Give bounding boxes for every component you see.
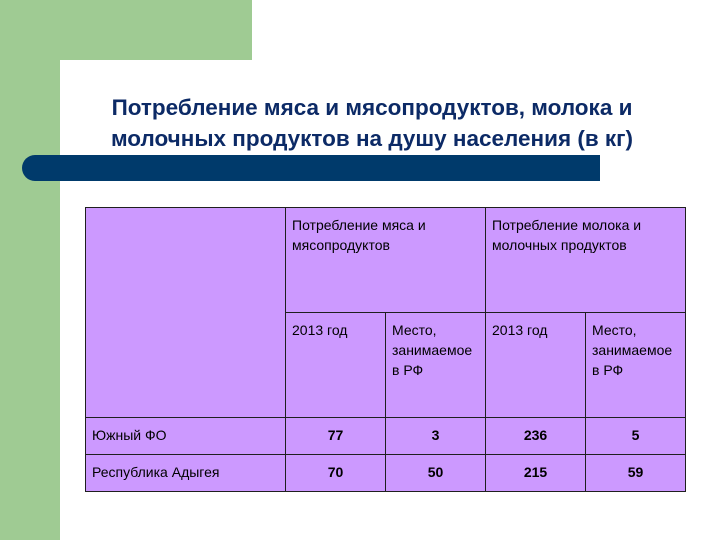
meat-value-cell: 77 [285,417,386,455]
subheader-milk-year: 2013 год [485,312,586,418]
subheader-meat-year: 2013 год [285,312,386,418]
table-corner-cell [85,207,286,418]
title-underline-bar [22,155,600,181]
slide-title: Потребление мяса и мясопродуктов, молока… [62,92,682,154]
rounded-content-corner [60,60,140,140]
header-milk: Потребление молока и молочных продуктов [485,207,686,313]
left-green-band [0,0,60,540]
region-cell: Республика Адыгея [85,454,286,492]
subheader-milk-place: Место, занимаемое в РФ [585,312,686,418]
table-row: Южный ФО 77 3 236 5 [85,417,686,455]
table-row: Республика Адыгея 70 50 215 59 [85,454,686,492]
slide-title-line-1: Потребление мяса и мясопродуктов, молока… [111,95,633,120]
milk-place-cell: 5 [585,417,686,455]
consumption-table: Потребление мяса и мясопродуктов Потребл… [85,207,686,492]
top-green-block [0,0,252,60]
milk-value-cell: 215 [485,454,586,492]
meat-place-cell: 3 [385,417,486,455]
slide-title-line-2: молочных продуктов на душу населения (в … [110,126,634,151]
meat-value-cell: 70 [285,454,386,492]
header-meat: Потребление мяса и мясопродуктов [285,207,486,313]
milk-place-cell: 59 [585,454,686,492]
meat-place-cell: 50 [385,454,486,492]
region-cell: Южный ФО [85,417,286,455]
table-header-row: Потребление мяса и мясопродуктов Потребл… [85,207,686,418]
subheader-meat-place: Место, занимаемое в РФ [385,312,486,418]
milk-value-cell: 236 [485,417,586,455]
table-subheader-row: 2013 год Место, занимаемое в РФ 2013 год… [86,312,686,418]
